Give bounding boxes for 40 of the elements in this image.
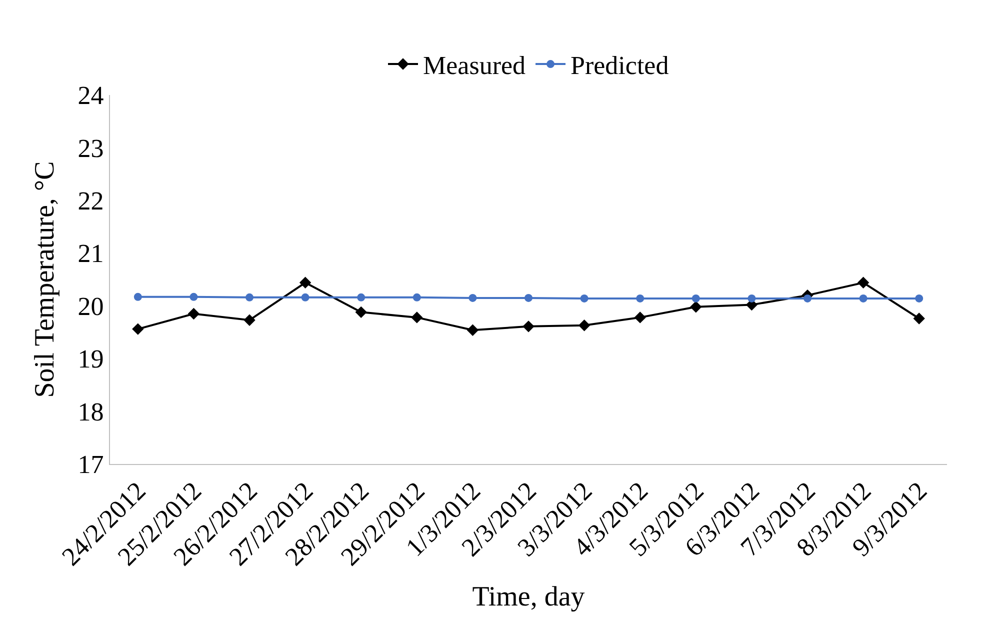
point <box>357 293 366 302</box>
point <box>634 312 646 324</box>
point <box>411 312 423 324</box>
point <box>636 294 644 302</box>
y-tick-label: 20 <box>78 292 104 321</box>
point <box>804 294 812 302</box>
legend-label: Measured <box>423 51 526 80</box>
point <box>412 293 421 302</box>
point <box>913 312 925 324</box>
point <box>690 301 702 313</box>
point <box>580 294 588 302</box>
point <box>859 294 868 302</box>
point <box>134 292 142 301</box>
point <box>857 276 870 289</box>
point <box>468 294 477 302</box>
y-axis-title: Soil Temperature, °C <box>30 161 60 398</box>
point <box>915 294 924 302</box>
x-axis-title: Time, day <box>472 581 585 612</box>
point <box>522 320 534 332</box>
y-tick-label: 22 <box>78 186 104 216</box>
y-tick-label: 23 <box>78 134 104 163</box>
point <box>748 294 756 302</box>
y-tick-label: 18 <box>78 397 104 426</box>
point <box>301 293 310 302</box>
y-tick-label: 17 <box>78 450 104 480</box>
point <box>244 314 256 326</box>
point <box>524 294 532 302</box>
point <box>132 323 144 335</box>
legend-label: Predicted <box>570 51 669 80</box>
point <box>299 276 312 289</box>
point <box>578 320 590 332</box>
point <box>355 306 367 318</box>
y-tick-label: 19 <box>78 344 104 374</box>
point <box>246 293 254 302</box>
point <box>190 292 198 301</box>
point <box>188 308 200 320</box>
y-tick-label: 24 <box>78 81 104 110</box>
y-tick-label: 21 <box>78 239 104 268</box>
point <box>692 294 700 302</box>
point <box>466 324 479 336</box>
